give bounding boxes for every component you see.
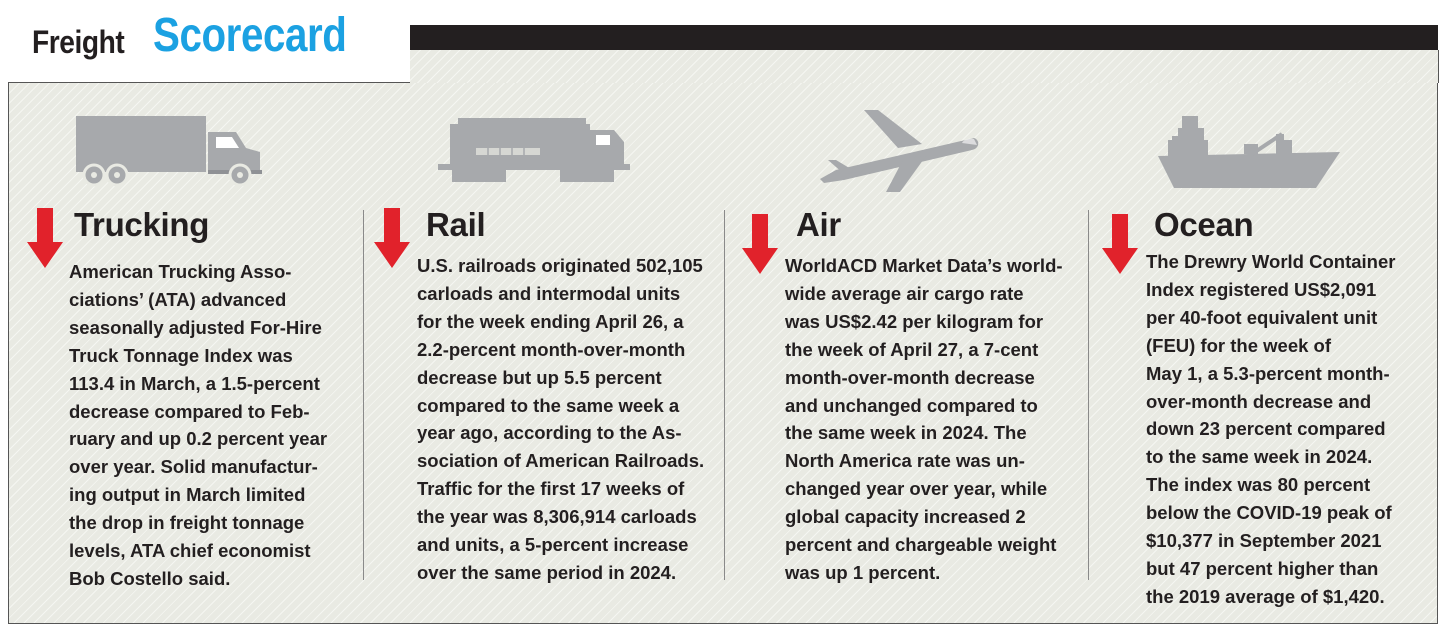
body-line: to the same week in 2024. <box>1146 446 1373 468</box>
airplane-icon <box>820 110 979 192</box>
body-line: WorldACD Market Data’s world- <box>785 255 1063 276</box>
body-line: per 40-foot equivalent unit <box>1146 306 1378 328</box>
section-heading-rail: Rail <box>426 206 486 243</box>
body-line: levels, ATA chief economist <box>69 540 311 562</box>
down-arrow-icon <box>374 208 410 268</box>
body-line: (FEU) for the week of <box>1146 334 1332 356</box>
title-main: Scorecard <box>153 9 347 62</box>
body-line: 113.4 in March, a 1.5-percent <box>69 372 320 394</box>
body-line: $10,377 in September 2021 <box>1146 530 1382 552</box>
body-line: below the COVID-19 peak of <box>1146 502 1392 524</box>
body-line: Index registered US$2,091 <box>1146 278 1377 300</box>
body-line: global capacity increased 2 <box>785 506 1026 528</box>
header-bar <box>410 25 1438 50</box>
body-line: Truck Tonnage Index was <box>69 344 293 366</box>
down-arrow-icon <box>27 208 63 268</box>
section-body-rail: U.S. railroads originated 502,105 carload… <box>417 252 704 587</box>
section-heading-air: Air <box>796 206 841 243</box>
body-line: seasonally adjusted For-Hire <box>69 316 322 338</box>
body-line: carloads and intermodal units <box>417 282 681 304</box>
section-heading-ocean: Ocean <box>1154 206 1254 243</box>
body-line: ruary and up 0.2 percent year <box>69 428 328 450</box>
body-line: ing output in March limited <box>69 484 306 506</box>
body-line: was US$2.42 per kilogram for <box>785 310 1044 332</box>
section-body-ocean: The Drewry World Container Index register… <box>1146 248 1395 611</box>
body-line: month-over-month decrease <box>785 366 1035 388</box>
body-line: year ago, according to the As- <box>417 422 682 444</box>
body-line: decrease but up 5.5 percent <box>417 366 662 388</box>
body-line: percent and chargeable weight <box>785 534 1057 556</box>
body-line: the 2019 average of $1,420. <box>1146 585 1385 607</box>
body-line: changed year over year, while <box>785 478 1048 500</box>
down-arrow-icon <box>742 214 778 274</box>
body-line: but 47 percent higher than <box>1146 557 1379 579</box>
title-block: Freight Scorecard <box>0 0 410 82</box>
body-line: over year. Solid manufactur- <box>69 456 318 478</box>
column-divider <box>724 210 725 580</box>
body-line: U.S. railroads originated 502,105 <box>417 255 703 276</box>
body-line: wide average air cargo rate <box>785 282 1024 304</box>
body-line: decrease compared to Feb- <box>69 400 310 422</box>
column-divider <box>363 210 364 580</box>
body-line: American Trucking Asso- <box>69 261 292 282</box>
body-line: for the week ending April 26, a <box>417 310 684 332</box>
section-body-air: WorldACD Market Data’s world-wide averag… <box>785 252 1063 587</box>
body-line: North America rate was un- <box>785 450 1025 472</box>
cargo-ship-icon <box>1158 116 1340 188</box>
truck-icon <box>76 116 262 187</box>
section-body-trucking: American Trucking Asso-ciations’ (ATA) a… <box>69 258 327 593</box>
body-line: compared to the same week a <box>417 394 680 416</box>
column-divider <box>1088 210 1089 580</box>
body-line: The index was 80 percent <box>1146 474 1371 496</box>
body-line: over-month decrease and <box>1146 390 1372 412</box>
body-line: and unchanged compared to <box>785 394 1038 416</box>
down-arrow-icon <box>1102 214 1138 274</box>
title-prefix: Freight <box>32 24 125 60</box>
body-line: was up 1 percent. <box>785 561 941 583</box>
body-line: ciations’ (ATA) advanced <box>69 288 287 310</box>
body-line: over the same period in 2024. <box>417 561 677 583</box>
section-heading-trucking: Trucking <box>74 206 210 243</box>
body-line: the drop in freight tonnage <box>69 512 305 534</box>
body-line: and units, a 5-percent increase <box>417 534 689 556</box>
body-line: the same week in 2024. The <box>785 422 1027 444</box>
body-line: the week of April 27, a 7-cent <box>785 338 1039 360</box>
body-line: sociation of American Railroads. <box>417 450 705 472</box>
body-line: 2.2-percent month-over-month <box>417 338 686 360</box>
body-line: Traffic for the first 17 weeks of <box>417 478 685 500</box>
body-line: The Drewry World Container <box>1146 251 1396 272</box>
body-line: Bob Costello said. <box>69 567 231 589</box>
header-hatch <box>410 50 1439 83</box>
body-line: down 23 percent compared <box>1146 418 1386 440</box>
locomotive-icon <box>438 118 630 182</box>
body-line: May 1, a 5.3-percent month- <box>1146 362 1390 384</box>
body-line: the year was 8,306,914 carloads <box>417 506 697 528</box>
